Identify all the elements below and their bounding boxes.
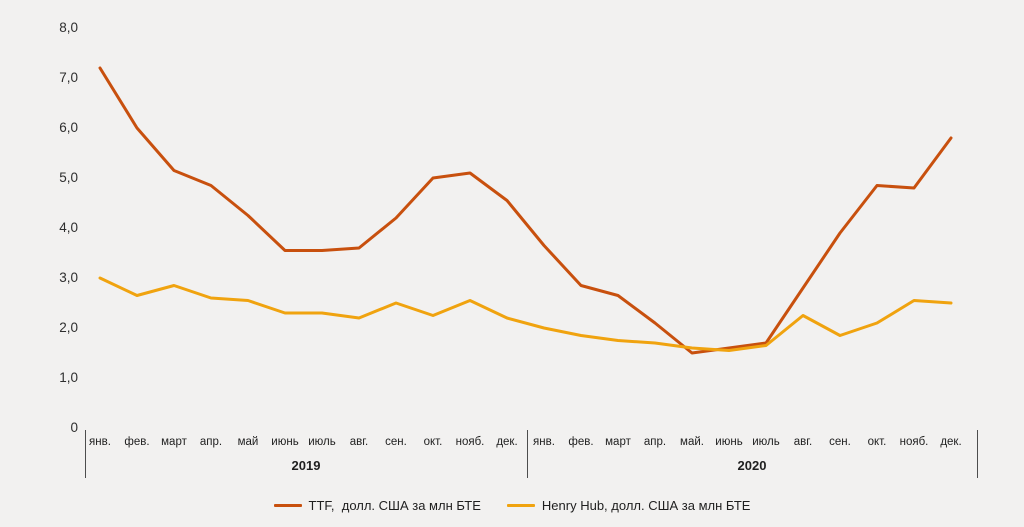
y-tick-label: 2,0 — [59, 320, 78, 335]
month-label: июль — [308, 436, 336, 448]
year-label: 2020 — [737, 458, 767, 473]
month-label: июнь — [715, 436, 743, 448]
legend-line-swatch — [273, 504, 302, 507]
y-tick-label: 3,0 — [59, 270, 78, 285]
month-label: окт. — [423, 436, 443, 448]
legend-line-swatch — [506, 504, 535, 507]
month-label: сен. — [829, 436, 851, 448]
month-label: фев. — [568, 436, 594, 448]
legend-item-ttf: TTF, долл. США за млн БТЕ — [273, 498, 481, 513]
y-tick-label: 6,0 — [59, 120, 78, 135]
month-label: июнь — [271, 436, 299, 448]
legend-label: TTF, долл. США за млн БТЕ — [308, 498, 481, 513]
month-label: янв. — [89, 436, 111, 448]
axis-separator-tick — [977, 430, 978, 478]
month-label: апр. — [199, 436, 223, 448]
legend-item-henry-hub: Henry Hub, долл. США за млн БТЕ — [506, 498, 751, 513]
series-line-henry-hub — [98, 276, 953, 352]
month-label: июль — [752, 436, 780, 448]
month-label: окт. — [867, 436, 887, 448]
month-label: март — [161, 436, 187, 448]
axis-separator-tick — [527, 430, 528, 478]
month-label: дек. — [940, 436, 962, 448]
month-label: янв. — [533, 436, 555, 448]
month-label: май — [237, 436, 259, 448]
axis-separator-tick — [85, 430, 86, 478]
month-label: нояб. — [899, 436, 929, 448]
y-tick-label: 0 — [70, 420, 78, 435]
y-tick-label: 8,0 — [59, 20, 78, 35]
legend-label: Henry Hub, долл. США за млн БТЕ — [541, 498, 751, 513]
month-label: фев. — [124, 436, 150, 448]
month-label: авг. — [793, 436, 813, 448]
month-label: нояб. — [455, 436, 485, 448]
chart-legend: TTF, долл. США за млн БТЕ Henry Hub, долл… — [0, 498, 1024, 513]
y-tick-label: 7,0 — [59, 70, 78, 85]
month-label: май. — [680, 436, 704, 448]
month-label: сен. — [385, 436, 407, 448]
month-label: дек. — [496, 436, 518, 448]
month-label: март — [605, 436, 631, 448]
month-label: авг. — [349, 436, 369, 448]
y-tick-label: 5,0 — [59, 170, 78, 185]
y-tick-label: 1,0 — [59, 370, 78, 385]
month-label: апр. — [643, 436, 667, 448]
series-line-ttf — [98, 66, 953, 355]
y-tick-label: 4,0 — [59, 220, 78, 235]
year-label: 2019 — [291, 458, 321, 473]
